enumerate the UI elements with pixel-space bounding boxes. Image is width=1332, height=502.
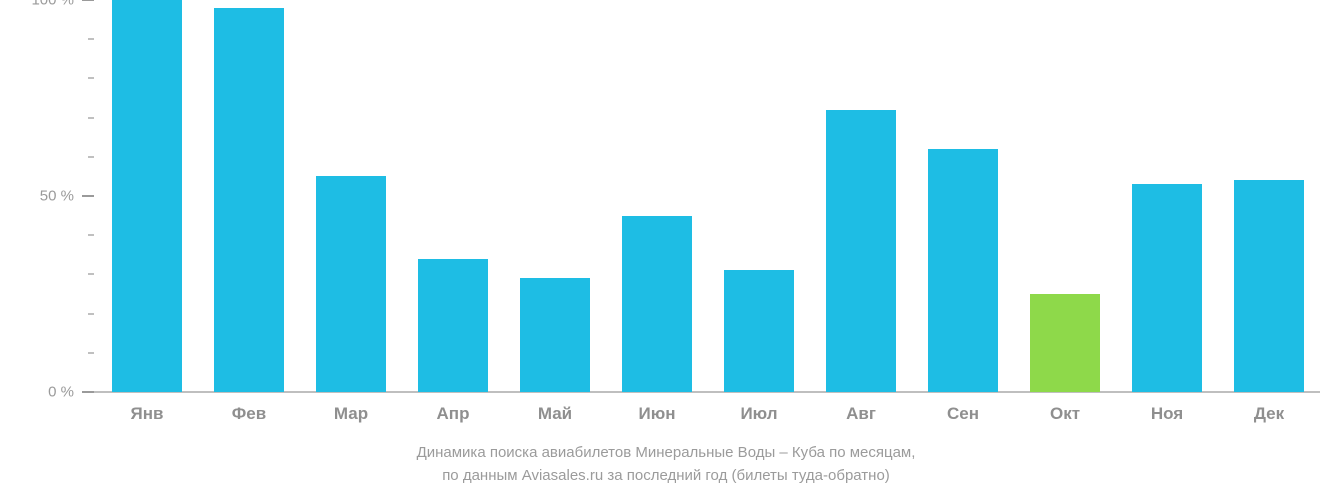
bar <box>928 149 997 392</box>
xtick-label: Ноя <box>1151 392 1183 424</box>
bar <box>724 270 793 392</box>
bar <box>1234 180 1303 392</box>
chart-caption: Динамика поиска авиабилетов Минеральные … <box>0 442 1332 487</box>
ytick-minor <box>88 313 94 315</box>
xtick-label: Фев <box>232 392 266 424</box>
ytick-minor <box>88 273 94 275</box>
bar <box>316 176 385 392</box>
bar <box>112 0 181 392</box>
xtick-label: Сен <box>947 392 979 424</box>
xtick-label: Апр <box>437 392 470 424</box>
bar <box>1030 294 1099 392</box>
ytick-minor <box>88 352 94 354</box>
ytick-label: 0 % <box>48 384 96 401</box>
bar <box>418 259 487 392</box>
caption-line-1: Динамика поиска авиабилетов Минеральные … <box>0 442 1332 465</box>
xtick-label: Авг <box>846 392 876 424</box>
bar <box>826 110 895 392</box>
ytick-minor <box>88 117 94 119</box>
xtick-label: Июн <box>638 392 675 424</box>
bar-chart: 0 % 50 % 100 % Янв Фев Мар Апр Май Июн Июл Авг Сен О… <box>0 0 1332 502</box>
xtick-label: Янв <box>131 392 164 424</box>
bar <box>214 8 283 392</box>
plot-area: 0 %50 %100 %ЯнвФевМарАпрМайИюнИюлАвгСенО… <box>96 0 1320 392</box>
ytick-minor <box>88 234 94 236</box>
caption-line-2: по данным Aviasales.ru за последний год … <box>0 465 1332 488</box>
xtick-label: Май <box>538 392 572 424</box>
ytick-minor <box>88 156 94 158</box>
xtick-label: Июл <box>740 392 777 424</box>
bar <box>520 278 589 392</box>
xtick-label: Дек <box>1254 392 1284 424</box>
ytick-minor <box>88 38 94 40</box>
bar <box>622 216 691 392</box>
ytick-label: 50 % <box>40 188 96 205</box>
ytick-label: 100 % <box>31 0 96 9</box>
ytick-minor <box>88 77 94 79</box>
xtick-label: Мар <box>334 392 368 424</box>
bar <box>1132 184 1201 392</box>
xtick-label: Окт <box>1050 392 1080 424</box>
